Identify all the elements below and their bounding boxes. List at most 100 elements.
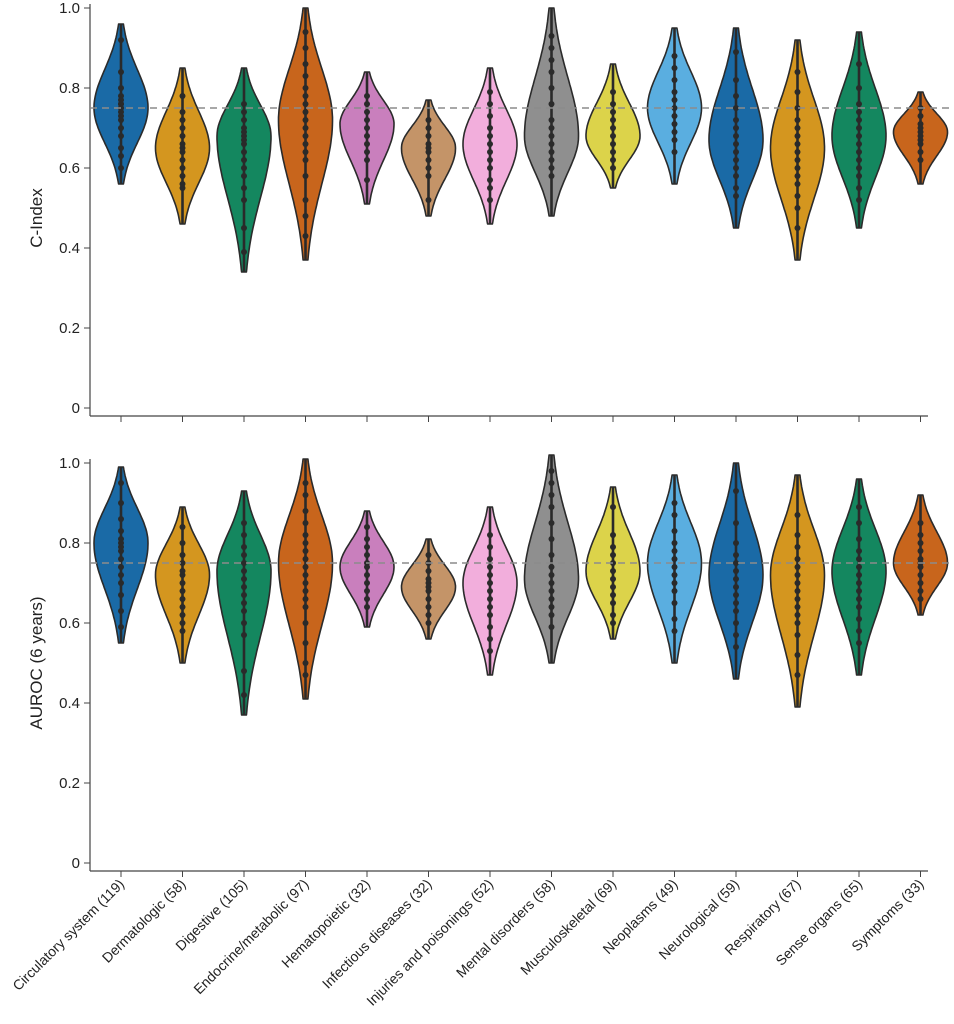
auroc-data-point bbox=[364, 552, 370, 558]
c-index-data-point bbox=[241, 149, 247, 155]
c-index-data-point bbox=[917, 149, 924, 155]
auroc-data-point bbox=[425, 596, 432, 602]
auroc-data-point bbox=[302, 604, 309, 610]
c-index-data-point bbox=[671, 97, 678, 103]
auroc-data-point bbox=[733, 520, 739, 526]
auroc-data-point bbox=[733, 600, 739, 606]
auroc-data-point bbox=[548, 624, 555, 630]
c-index-data-point bbox=[856, 101, 862, 107]
auroc-data-point bbox=[487, 636, 493, 642]
auroc-data-point bbox=[241, 520, 247, 526]
c-index-data-point bbox=[548, 149, 555, 155]
c-index-data-point bbox=[487, 125, 493, 131]
c-index-data-point bbox=[610, 157, 616, 163]
auroc-data-point bbox=[179, 588, 186, 594]
auroc-data-point bbox=[487, 556, 493, 562]
auroc-data-point bbox=[794, 604, 801, 610]
c-index-data-point bbox=[671, 89, 678, 95]
c-index-data-point bbox=[302, 101, 309, 107]
c-index-data-point bbox=[302, 45, 309, 51]
c-index-data-point bbox=[425, 165, 432, 171]
c-index-data-point bbox=[364, 149, 370, 155]
auroc-data-point bbox=[179, 604, 186, 610]
auroc-data-point bbox=[364, 544, 370, 550]
auroc-data-point bbox=[487, 624, 493, 630]
auroc-data-point bbox=[241, 544, 247, 550]
c-index-data-point bbox=[856, 133, 862, 139]
auroc-data-point bbox=[548, 536, 555, 542]
auroc-data-point bbox=[487, 648, 493, 654]
c-index-data-point bbox=[179, 157, 186, 163]
c-index-y-tick-label: 0.8 bbox=[59, 80, 80, 97]
auroc-data-point bbox=[856, 548, 862, 554]
c-index-data-point bbox=[179, 149, 186, 155]
auroc-data-point bbox=[733, 608, 739, 614]
auroc-data-point bbox=[364, 596, 370, 602]
c-index-data-point bbox=[241, 157, 247, 163]
auroc-data-point bbox=[302, 540, 309, 546]
c-index-violin-12 bbox=[831, 31, 887, 229]
auroc-data-point bbox=[302, 548, 309, 554]
auroc-data-point bbox=[364, 604, 370, 610]
auroc-data-point bbox=[610, 552, 616, 558]
auroc-data-point bbox=[794, 544, 801, 550]
auroc-data-point bbox=[487, 604, 493, 610]
auroc-data-point bbox=[671, 628, 678, 634]
c-index-violin-2 bbox=[216, 67, 272, 273]
c-index-data-point bbox=[364, 157, 370, 163]
c-index-violin-5 bbox=[400, 99, 457, 217]
auroc-data-point bbox=[548, 612, 555, 618]
auroc-data-point bbox=[241, 600, 247, 606]
c-index-data-point bbox=[856, 125, 862, 131]
auroc-data-point bbox=[241, 592, 247, 598]
auroc-data-point bbox=[794, 580, 801, 586]
auroc-data-point bbox=[671, 564, 678, 570]
auroc-data-point bbox=[179, 628, 186, 634]
c-index-data-point bbox=[487, 177, 493, 183]
auroc-data-point bbox=[548, 580, 555, 586]
auroc-data-point bbox=[917, 588, 924, 594]
auroc-data-point bbox=[364, 588, 370, 594]
c-index-data-point bbox=[118, 69, 124, 75]
c-index-data-point bbox=[794, 125, 801, 131]
auroc-data-point bbox=[487, 596, 493, 602]
c-index-data-point bbox=[548, 165, 555, 171]
c-index-data-point bbox=[241, 109, 247, 115]
auroc-data-point bbox=[671, 540, 678, 546]
auroc-data-point bbox=[118, 556, 124, 562]
c-index-data-point bbox=[548, 173, 555, 179]
c-index-data-point bbox=[794, 89, 801, 95]
auroc-data-point bbox=[302, 556, 309, 562]
c-index-data-point bbox=[302, 197, 309, 203]
c-index-data-point bbox=[179, 185, 186, 191]
c-index-data-point bbox=[179, 93, 186, 99]
c-index-data-point bbox=[302, 73, 309, 79]
auroc-data-point bbox=[302, 640, 309, 646]
auroc-violin-6 bbox=[462, 506, 518, 676]
c-index-data-point bbox=[733, 133, 739, 139]
c-index-data-point bbox=[487, 149, 493, 155]
c-index-violin-6 bbox=[462, 67, 518, 225]
auroc-data-point bbox=[856, 504, 862, 510]
c-index-data-point bbox=[487, 101, 493, 107]
c-index-data-point bbox=[487, 185, 493, 191]
auroc-data-point bbox=[610, 592, 616, 598]
auroc-data-point bbox=[487, 612, 493, 618]
c-index-y-tick-label: 0.6 bbox=[59, 160, 80, 177]
auroc-violin-0 bbox=[93, 466, 149, 644]
auroc-data-point bbox=[548, 596, 555, 602]
c-index-data-point bbox=[118, 133, 124, 139]
c-index-data-point bbox=[671, 113, 678, 119]
c-index-data-point bbox=[733, 105, 739, 111]
auroc-violin-13 bbox=[892, 494, 949, 616]
c-index-data-point bbox=[733, 165, 739, 171]
auroc-data-point bbox=[856, 580, 862, 586]
c-index-data-point bbox=[425, 117, 432, 123]
c-index-data-point bbox=[548, 57, 555, 63]
auroc-violin-4 bbox=[339, 510, 395, 628]
auroc-data-point bbox=[179, 552, 186, 558]
auroc-data-point bbox=[671, 588, 678, 594]
c-index-data-point bbox=[733, 149, 739, 155]
c-index-panel: C-Index 0 0.2 0.4 0.6 0.8 1.0 bbox=[27, 0, 954, 422]
